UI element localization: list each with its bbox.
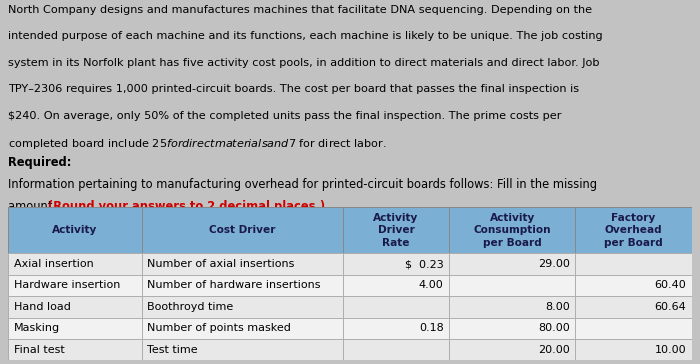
Text: (Round your answers to 2 decimal places.): (Round your answers to 2 decimal places.… (48, 200, 326, 213)
Text: 60.64: 60.64 (654, 302, 686, 312)
Text: system in its Norfolk plant has five activity cost pools, in addition to direct : system in its Norfolk plant has five act… (8, 58, 600, 68)
Text: 20.00: 20.00 (538, 345, 570, 355)
Text: Required:: Required: (8, 156, 72, 169)
Text: 4.00: 4.00 (419, 280, 444, 290)
Bar (449, 296, 575, 317)
Bar (343, 253, 449, 275)
Text: North Company designs and manufactures machines that facilitate DNA sequencing. : North Company designs and manufactures m… (8, 5, 592, 15)
Bar (141, 339, 343, 360)
Text: $240. On average, only 50% of the completed units pass the final inspection. The: $240. On average, only 50% of the comple… (8, 111, 562, 120)
Text: Axial insertion: Axial insertion (14, 259, 94, 269)
Bar (8, 339, 141, 360)
Bar (141, 317, 343, 339)
Text: Activity
Consumption
per Board: Activity Consumption per Board (473, 213, 551, 248)
Text: Number of hardware insertions: Number of hardware insertions (147, 280, 321, 290)
Bar (449, 339, 575, 360)
Bar (449, 207, 575, 253)
Text: Information pertaining to manufacturing overhead for printed-circuit boards foll: Information pertaining to manufacturing … (8, 178, 597, 191)
Bar (141, 275, 343, 296)
Bar (141, 207, 343, 253)
Bar (575, 339, 692, 360)
Bar (343, 275, 449, 296)
Text: Number of axial insertions: Number of axial insertions (147, 259, 295, 269)
Text: Hardware insertion: Hardware insertion (14, 280, 120, 290)
Bar (141, 253, 343, 275)
Bar (343, 317, 449, 339)
Bar (343, 207, 449, 253)
Bar (575, 317, 692, 339)
Text: amount.: amount. (8, 200, 60, 213)
Text: Activity: Activity (52, 225, 98, 236)
Text: 8.00: 8.00 (545, 302, 570, 312)
Text: Test time: Test time (147, 345, 197, 355)
Text: Hand load: Hand load (14, 302, 71, 312)
Text: Cost Driver: Cost Driver (209, 225, 276, 236)
Bar (8, 317, 141, 339)
Text: 80.00: 80.00 (538, 323, 570, 333)
Bar (8, 253, 141, 275)
Text: 10.00: 10.00 (654, 345, 686, 355)
Bar (343, 339, 449, 360)
Bar (575, 207, 692, 253)
Bar (8, 296, 141, 317)
Text: completed board include $25 for direct materials and $7 for direct labor.: completed board include $25 for direct m… (8, 137, 387, 151)
Text: TPY–2306 requires 1,000 printed-circuit boards. The cost per board that passes t: TPY–2306 requires 1,000 printed-circuit … (8, 84, 580, 94)
Bar (575, 253, 692, 275)
Text: $  0.23: $ 0.23 (405, 259, 444, 269)
Bar (575, 275, 692, 296)
Bar (8, 275, 141, 296)
Text: Factory
Overhead
per Board: Factory Overhead per Board (604, 213, 663, 248)
Text: Number of points masked: Number of points masked (147, 323, 291, 333)
Text: Activity
Driver
Rate: Activity Driver Rate (373, 213, 419, 248)
Bar (449, 317, 575, 339)
Bar (8, 207, 141, 253)
Bar (141, 296, 343, 317)
Text: 60.40: 60.40 (654, 280, 686, 290)
Text: Final test: Final test (14, 345, 64, 355)
Bar (449, 253, 575, 275)
Text: Boothroyd time: Boothroyd time (147, 302, 233, 312)
Bar (343, 296, 449, 317)
Text: Masking: Masking (14, 323, 60, 333)
Text: intended purpose of each machine and its functions, each machine is likely to be: intended purpose of each machine and its… (8, 31, 603, 41)
Text: 29.00: 29.00 (538, 259, 570, 269)
Bar (575, 296, 692, 317)
Bar (449, 275, 575, 296)
Text: 0.18: 0.18 (419, 323, 444, 333)
